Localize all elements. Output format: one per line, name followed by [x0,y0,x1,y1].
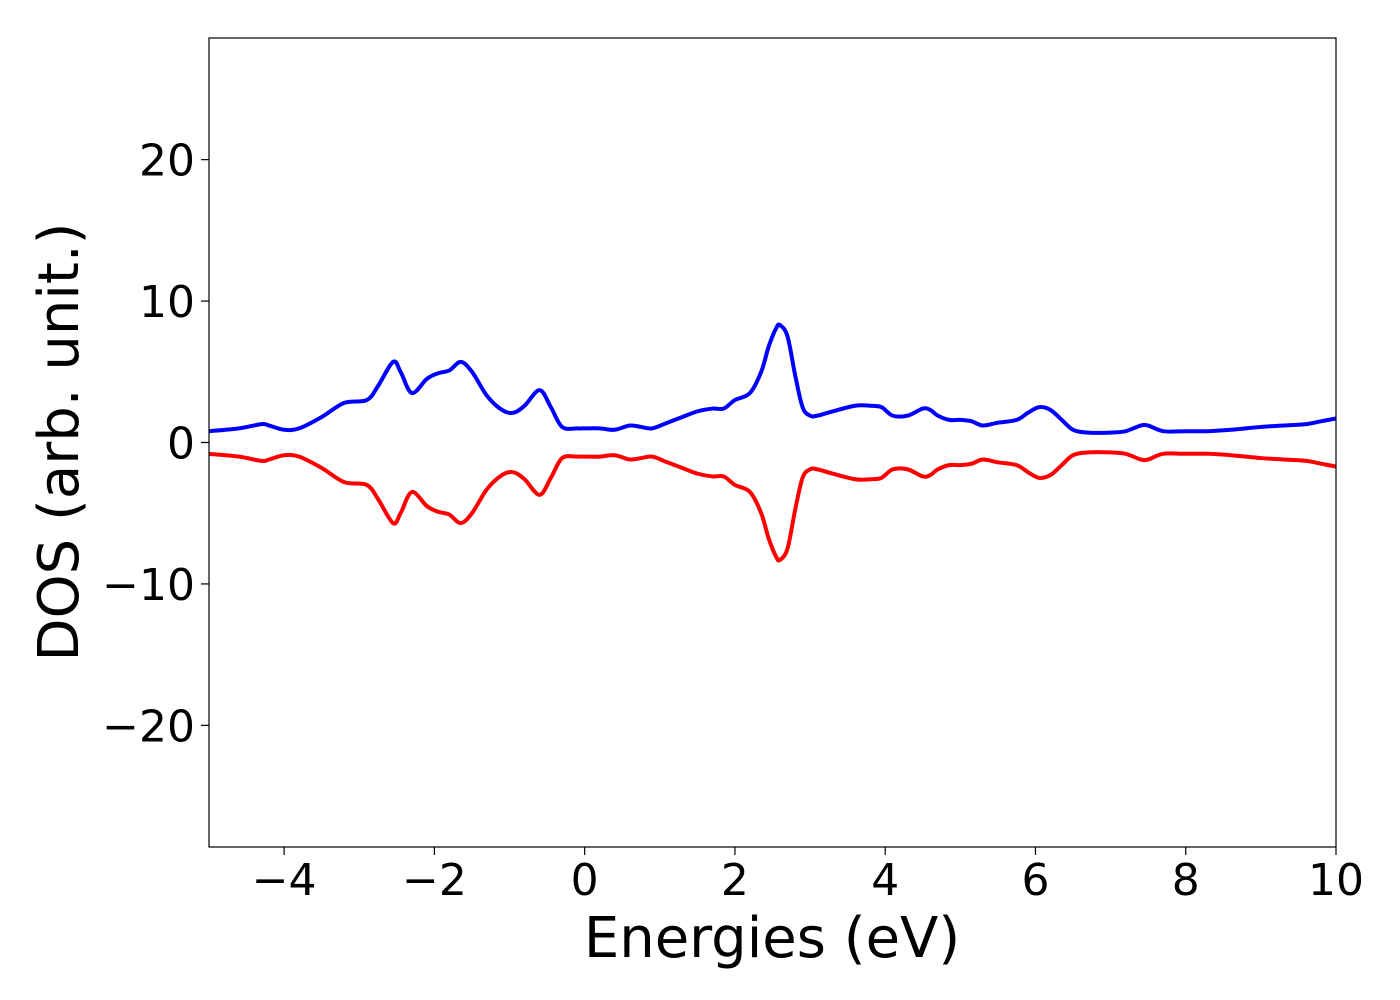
y-tick-label: 10 [139,277,195,328]
x-tick-label: 6 [1021,855,1049,906]
x-tick-label: 0 [571,855,599,906]
x-axis-title: Energies (eV) [584,906,960,971]
x-tick-label: −4 [252,855,317,906]
x-tick-label: 8 [1172,855,1200,906]
x-tick-label: 10 [1308,855,1364,906]
series-line-spin-down [209,450,1336,563]
y-tick-label: −20 [102,701,195,752]
x-tick-label: 4 [871,855,899,906]
y-axis-ticks: −20 −10 0 10 20 [102,136,209,752]
x-tick-label: 2 [721,855,749,906]
y-axis-title: DOS (arb. unit.) [27,222,92,661]
x-tick-label: −2 [402,855,467,906]
series-layer [209,322,1336,563]
y-tick-label: −10 [102,560,195,611]
y-tick-label: 20 [139,136,195,187]
y-tick-label: 0 [167,419,195,470]
series-line-spin-up [209,322,1336,435]
x-axis-ticks: −4 −2 0 2 4 6 8 10 [252,847,1364,906]
